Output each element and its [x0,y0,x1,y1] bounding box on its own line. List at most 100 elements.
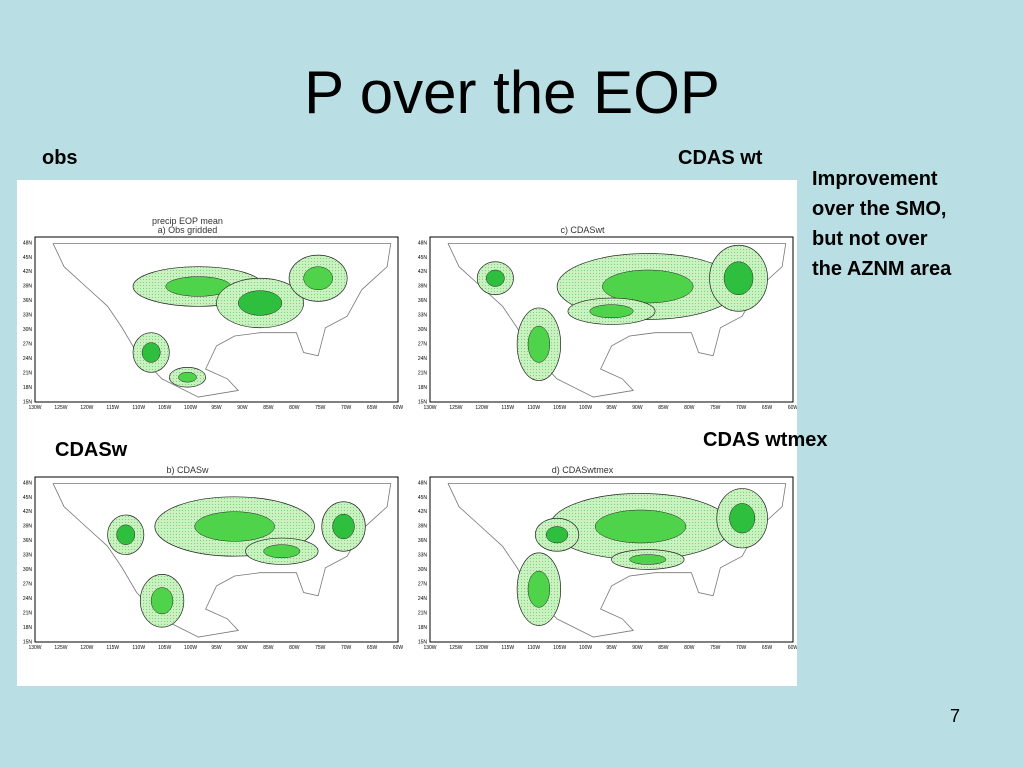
lon-label: 125W [54,645,67,651]
panel-title: precip EOP mean [152,216,223,226]
lat-label: 48N [23,480,33,486]
lon-label: 75W [315,405,326,411]
lon-label: 70W [736,405,747,411]
precip-core [263,544,301,559]
lon-label: 100W [184,645,197,651]
lat-label: 36N [418,538,428,544]
lon-label: 65W [367,645,378,651]
lon-label: 105W [158,645,171,651]
precip-core [594,509,687,544]
lat-label: 45N [23,495,33,501]
lon-label: 95W [606,645,617,651]
lon-label: 125W [54,405,67,411]
lon-label: 85W [658,645,669,651]
precip-core [486,269,505,287]
precip-core [527,325,551,363]
lat-label: 48N [418,240,428,246]
lon-label: 80W [684,405,695,411]
lon-label: 130W [28,645,41,651]
lon-label: 105W [553,645,566,651]
lon-label: 80W [684,645,695,651]
lat-label: 39N [23,284,33,290]
precip-core [602,269,694,304]
lat-label: 30N [418,567,428,573]
lon-label: 75W [710,645,721,651]
lat-label: 33N [418,313,428,319]
lat-label: 36N [23,298,33,304]
lat-label: 45N [418,255,428,261]
lat-label: 45N [23,255,33,261]
lon-label: 115W [106,405,119,411]
lon-label: 90W [632,645,643,651]
label-cdas-wt: CDAS wt [678,147,763,169]
lat-label: 27N [418,342,428,348]
lat-label: 24N [418,596,428,602]
lon-label: 130W [423,405,436,411]
maps-area: 48N45N42N39N36N33N30N27N24N21N18N15N130W… [17,180,797,686]
note-line: the AZNM area [812,258,952,280]
lat-label: 42N [23,509,33,515]
lat-label: 33N [418,553,428,559]
lat-label: 39N [418,524,428,530]
precip-core [141,342,161,363]
precip-core [729,503,756,534]
lon-label: 95W [211,645,222,651]
lat-label: 18N [23,385,33,391]
lat-label: 24N [23,596,33,602]
lat-label: 18N [23,625,33,631]
lon-label: 60W [393,405,404,411]
lon-label: 120W [80,645,93,651]
map-panel: 48N 45N 42N 39N 36N 33N 30N 27N 24N 21N 18N 15N130W… [418,465,797,651]
lon-label: 100W [184,405,197,411]
lon-label: 80W [289,405,300,411]
slide-title: P over the EOP [304,59,720,126]
lat-label: 27N [23,342,33,348]
lat-label: 42N [23,269,33,275]
lat-label: 45N [418,495,428,501]
precip-core [238,290,283,316]
lon-label: 65W [762,645,773,651]
lon-label: 110W [132,645,145,651]
lat-label: 21N [418,370,428,376]
precip-core [150,587,174,615]
lat-label: 15N [23,639,33,645]
lon-label: 105W [553,405,566,411]
lon-label: 95W [211,405,222,411]
lat-label: 15N [23,399,33,405]
precip-core [194,511,275,542]
precip-core [303,266,333,291]
map-panel: 48N 45N 42N 39N 36N 33N 30N 27N 24N 21N 18N 15N130W… [23,216,404,411]
lat-label: 18N [418,625,428,631]
lat-label: 42N [418,269,428,275]
page-number: 7 [950,706,961,726]
lat-label: 15N [418,639,428,645]
lon-label: 75W [315,645,326,651]
lon-label: 95W [606,405,617,411]
lon-label: 120W [475,405,488,411]
label-cdas-wtmex: CDAS wtmex [703,429,828,451]
lat-label: 30N [23,327,33,333]
lon-label: 85W [263,405,274,411]
lon-label: 80W [289,645,300,651]
lon-label: 60W [788,645,797,651]
lon-label: 85W [263,645,274,651]
lon-label: 70W [341,405,352,411]
note: Improvement over the SMO, but not over the … [812,164,951,284]
precip-core [116,524,136,545]
label-cdasw: CDASw [55,439,128,461]
lon-label: 90W [237,405,248,411]
lat-label: 30N [23,567,33,573]
lon-label: 90W [632,405,643,411]
lat-label: 27N [23,582,33,588]
note-line: but not over [812,228,928,250]
lon-label: 60W [393,645,404,651]
lon-label: 130W [423,645,436,651]
label-obs: obs [42,147,78,169]
precip-core [589,304,634,319]
panel-title: c) CDASwt [560,225,605,235]
lat-label: 48N [418,480,428,486]
lon-label: 90W [237,645,248,651]
lon-label: 110W [527,405,540,411]
lat-label: 48N [23,240,33,246]
